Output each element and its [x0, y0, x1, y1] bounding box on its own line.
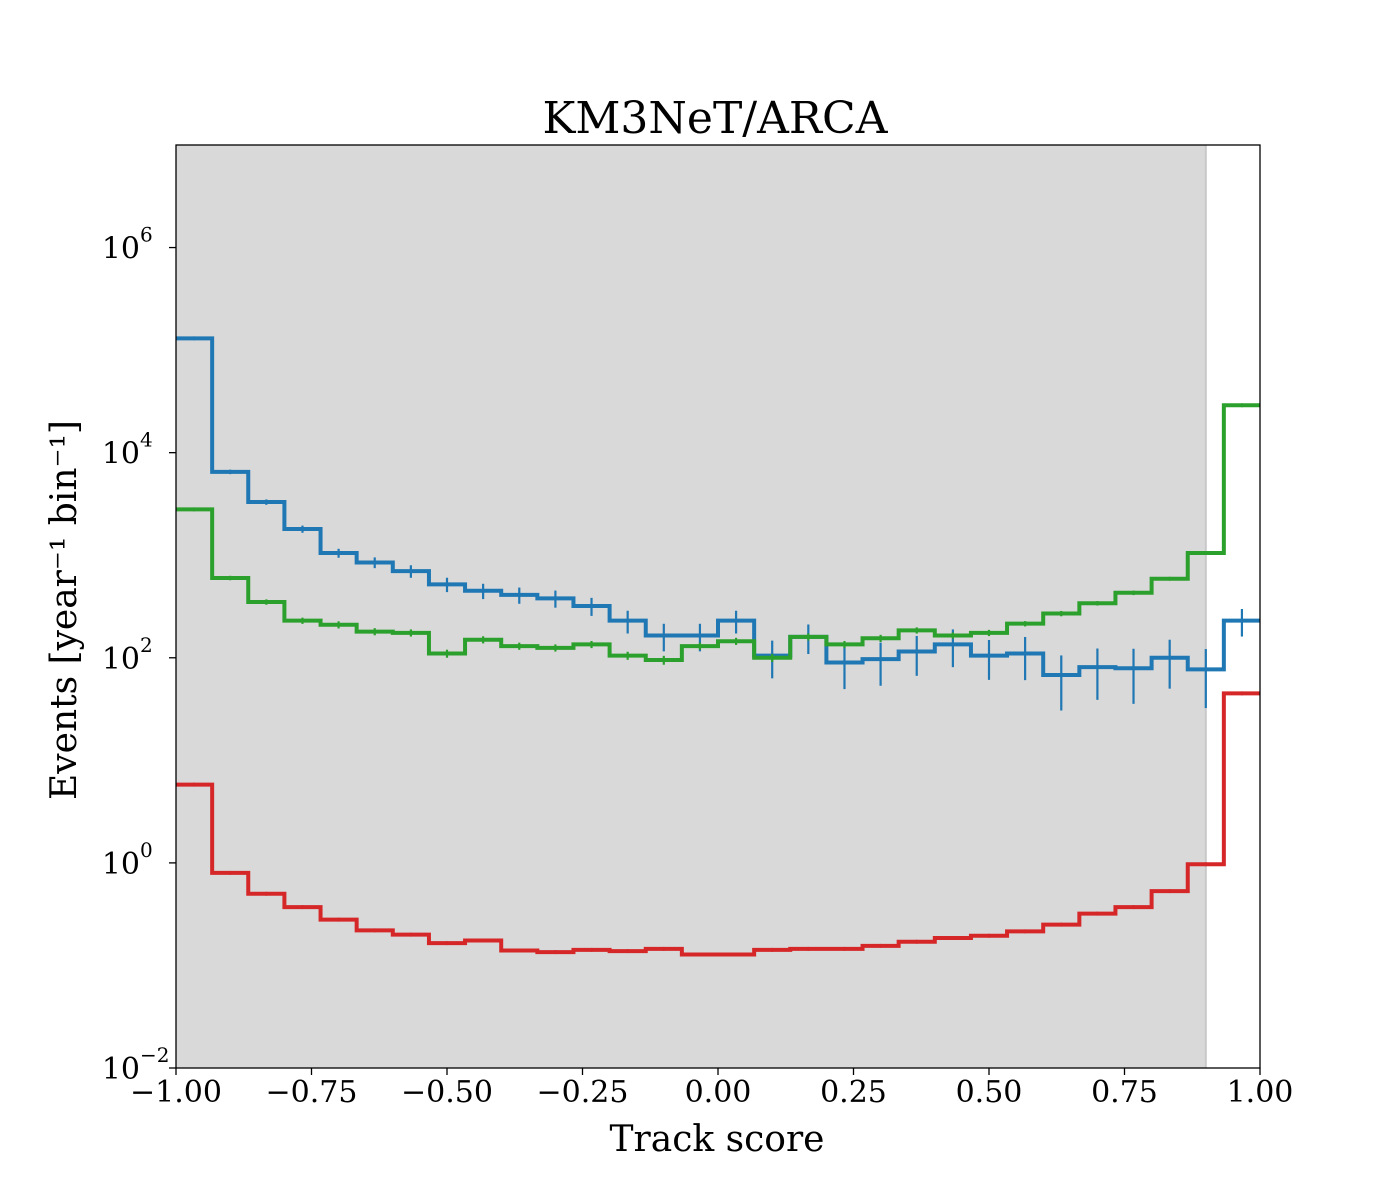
plot-area: −1.00 −0.75 −0.50 −0.25 0.00 0.25 0.50 0.75 1.00…: [102, 144, 1294, 1110]
y-axis-label: Events [year⁻¹ bin⁻¹]: [44, 420, 85, 800]
y-tick-label: 10: [102, 642, 140, 677]
x-tick-label: −0.75: [266, 1075, 358, 1110]
x-tick-label: 0.00: [685, 1075, 752, 1110]
x-tick-label: 0.25: [820, 1075, 887, 1110]
series-group: [176, 336, 1260, 957]
x-tick-label: 0.50: [956, 1075, 1023, 1110]
x-axis-label: Track score: [610, 1119, 825, 1160]
y-tick-label: 10: [102, 1052, 140, 1087]
y-tick-exponent: −2: [140, 1043, 169, 1067]
y-tick-exponent: 2: [140, 633, 153, 657]
series-step-line: [176, 691, 1260, 957]
x-tick-label: −1.00: [130, 1075, 222, 1110]
y-tick-label: 10: [102, 847, 140, 882]
series-step-line: [176, 403, 1260, 663]
y-tick-label: 10: [102, 437, 140, 472]
series-step-line: [176, 336, 1260, 677]
x-tick-label: −0.50: [401, 1075, 493, 1110]
x-tick-label: 1.00: [1227, 1075, 1294, 1110]
shaded-region: [176, 145, 1206, 1068]
chart-title: KM3NeT/ARCA: [543, 93, 889, 144]
series-1: [176, 403, 1260, 665]
x-tick-label: −0.25: [537, 1075, 629, 1110]
y-tick-exponent: 6: [140, 223, 153, 247]
x-tick-label: 0.75: [1091, 1075, 1158, 1110]
series-2: [176, 691, 1260, 957]
y-tick-exponent: 0: [140, 838, 153, 862]
y-tick-exponent: 4: [140, 428, 153, 452]
y-tick-label: 10: [102, 232, 140, 267]
